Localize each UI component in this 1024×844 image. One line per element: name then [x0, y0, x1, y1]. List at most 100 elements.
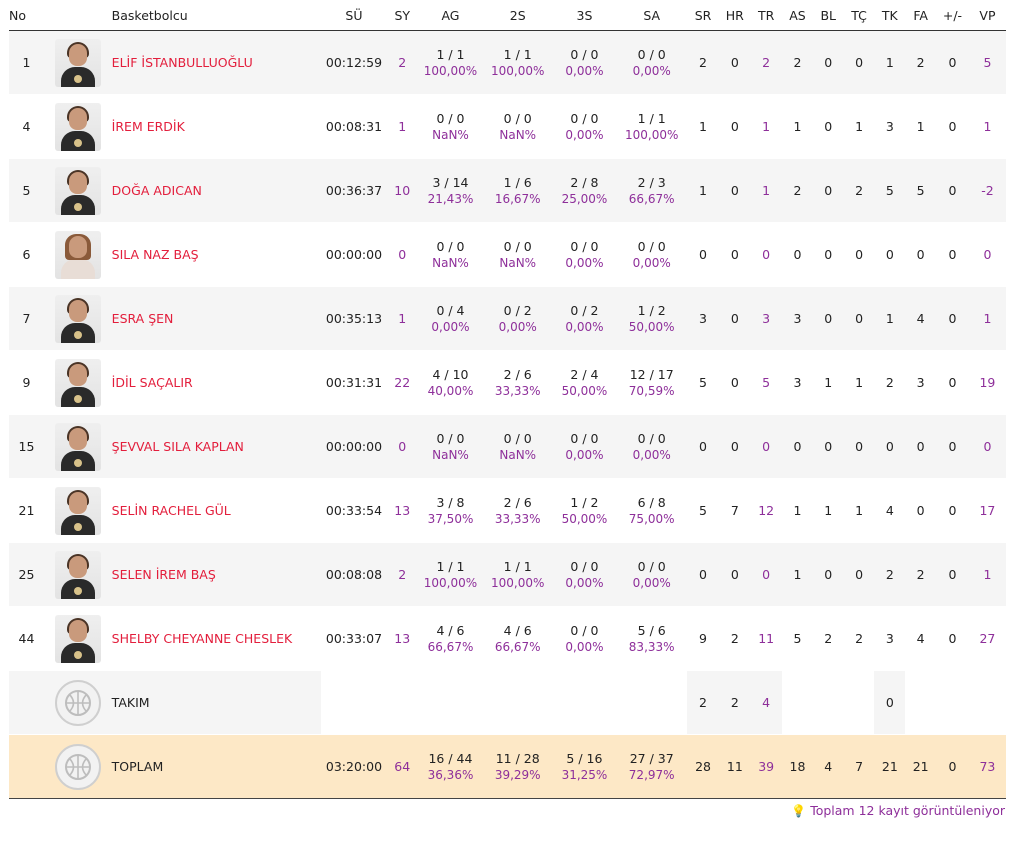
- header-hr[interactable]: HR: [719, 0, 751, 31]
- basketball-logo-icon: [54, 679, 101, 726]
- player-name-link[interactable]: DOĞA ADICAN: [111, 158, 322, 223]
- two-pointers-made-attempted: 1 / 1: [503, 47, 532, 62]
- header-plusminus[interactable]: +/-: [936, 0, 969, 31]
- two-pointers: 0 / 0 NaN%: [483, 222, 553, 287]
- table-body: 1 ELİF İSTANBULLUOĞLU 00:12:59 2 1 / 1 100,00…: [9, 30, 1006, 799]
- player-photo[interactable]: [54, 230, 101, 279]
- field-goals-percentage: 66,67%: [427, 640, 474, 654]
- player-name-link[interactable]: İREM ERDİK: [111, 94, 322, 159]
- offensive-rebounds: 0: [719, 222, 751, 287]
- plus-minus: 0: [936, 478, 969, 543]
- field-goals-made-attempted: 1 / 1: [436, 47, 465, 62]
- offensive-rebounds: 7: [719, 478, 751, 543]
- field-goals-made-attempted: 3 / 14: [432, 175, 469, 190]
- header-photo[interactable]: [43, 0, 112, 31]
- efficiency: 1: [968, 542, 1006, 607]
- player-number: 7: [9, 286, 44, 351]
- field-goals: 4 / 6 66,67%: [417, 606, 484, 671]
- field-goals: 3 / 8 37,50%: [417, 478, 484, 543]
- header-3s[interactable]: 3S: [552, 0, 617, 31]
- header-player[interactable]: Basketbolcu: [111, 0, 322, 31]
- player-name-link[interactable]: ESRA ŞEN: [111, 286, 322, 351]
- free-throws: 1 / 1 100,00%: [616, 94, 687, 159]
- free-throws-made-attempted: 5 / 6: [637, 623, 666, 638]
- blocks: 0: [812, 286, 844, 351]
- player-name-link[interactable]: SELEN İREM BAŞ: [111, 542, 322, 607]
- total-minutes: 03:20:00: [321, 734, 387, 799]
- two-pointers: 4 / 6 66,67%: [483, 606, 553, 671]
- player-name-link[interactable]: ELİF İSTANBULLUOĞLU: [111, 30, 322, 95]
- total-two-pointers-percentage: 39,29%: [494, 768, 541, 782]
- player-photo[interactable]: [54, 422, 101, 471]
- player-photo[interactable]: [54, 294, 101, 343]
- field-goals-percentage: 100,00%: [423, 64, 478, 78]
- total-free-throws-made-attempted: 27 / 37: [629, 751, 674, 766]
- team-empty-cell: [386, 670, 418, 735]
- team-empty-cell: [905, 670, 937, 735]
- three-pointers-made-attempted: 2 / 8: [570, 175, 599, 190]
- two-pointers-percentage: 16,67%: [494, 192, 541, 206]
- two-pointers-percentage: 66,67%: [494, 640, 541, 654]
- player-name-link[interactable]: ŞEVVAL SILA KAPLAN: [111, 414, 322, 479]
- blocks: 0: [812, 222, 844, 287]
- minutes-played: 00:08:08: [321, 542, 387, 607]
- header-tr[interactable]: TR: [750, 0, 783, 31]
- three-pointers: 1 / 2 50,00%: [552, 478, 617, 543]
- header-ag[interactable]: AG: [417, 0, 484, 31]
- player-name-link[interactable]: SILA NAZ BAŞ: [111, 222, 322, 287]
- header-as[interactable]: AS: [782, 0, 813, 31]
- header-tk[interactable]: TK: [874, 0, 906, 31]
- three-pointers-percentage: 0,00%: [565, 448, 604, 462]
- player-name-link[interactable]: SHELBY CHEYANNE CHESLEK: [111, 606, 322, 671]
- offensive-rebounds: 0: [719, 286, 751, 351]
- team-empty-cell: [782, 670, 813, 735]
- total-efficiency: 73: [968, 734, 1006, 799]
- player-photo-cell: [43, 350, 112, 415]
- header-no[interactable]: No: [9, 0, 44, 31]
- three-pointers-percentage: 50,00%: [561, 512, 608, 526]
- assists: 2: [782, 158, 813, 223]
- player-photo[interactable]: [54, 166, 101, 215]
- field-goals-percentage: 0,00%: [431, 320, 470, 334]
- player-number: 1: [9, 30, 44, 95]
- minutes-played: 00:33:07: [321, 606, 387, 671]
- fouls: 2: [905, 542, 937, 607]
- steals: 1: [843, 350, 875, 415]
- header-2s[interactable]: 2S: [483, 0, 553, 31]
- offensive-rebounds: 0: [719, 30, 751, 95]
- free-throws-percentage: 0,00%: [632, 64, 671, 78]
- fouls: 3: [905, 350, 937, 415]
- two-pointers-percentage: 100,00%: [491, 576, 545, 590]
- fouls: 1: [905, 94, 937, 159]
- player-photo[interactable]: [54, 102, 101, 151]
- two-pointers-made-attempted: 0 / 0: [503, 111, 532, 126]
- efficiency: 1: [968, 286, 1006, 351]
- player-photo[interactable]: [54, 38, 101, 87]
- player-photo[interactable]: [54, 614, 101, 663]
- assists: 1: [782, 478, 813, 543]
- header-bl[interactable]: BL: [812, 0, 844, 31]
- field-goals: 1 / 1 100,00%: [417, 542, 484, 607]
- team-offensive-rebounds: 2: [719, 670, 751, 735]
- header-tc[interactable]: TÇ: [843, 0, 875, 31]
- field-goals-made-attempted: 3 / 8: [436, 495, 465, 510]
- header-sy[interactable]: SY: [386, 0, 418, 31]
- header-su[interactable]: SÜ: [321, 0, 387, 31]
- player-photo[interactable]: [54, 486, 101, 535]
- player-number: 15: [9, 414, 44, 479]
- player-name-link[interactable]: SELİN RACHEL GÜL: [111, 478, 322, 543]
- header-sr[interactable]: SR: [686, 0, 720, 31]
- header-vp[interactable]: VP: [968, 0, 1006, 31]
- header-sa[interactable]: SA: [616, 0, 687, 31]
- two-pointers: 0 / 0 NaN%: [483, 414, 553, 479]
- two-pointers-made-attempted: 0 / 2: [503, 303, 532, 318]
- player-photo[interactable]: [54, 550, 101, 599]
- two-pointers: 2 / 6 33,33%: [483, 350, 553, 415]
- player-name-link[interactable]: İDİL SAÇALIR: [111, 350, 322, 415]
- team-label: TAKIM: [111, 670, 322, 735]
- plus-minus: 0: [936, 222, 969, 287]
- total-rebounds: 0: [750, 222, 783, 287]
- header-fa[interactable]: FA: [905, 0, 937, 31]
- player-photo[interactable]: [54, 358, 101, 407]
